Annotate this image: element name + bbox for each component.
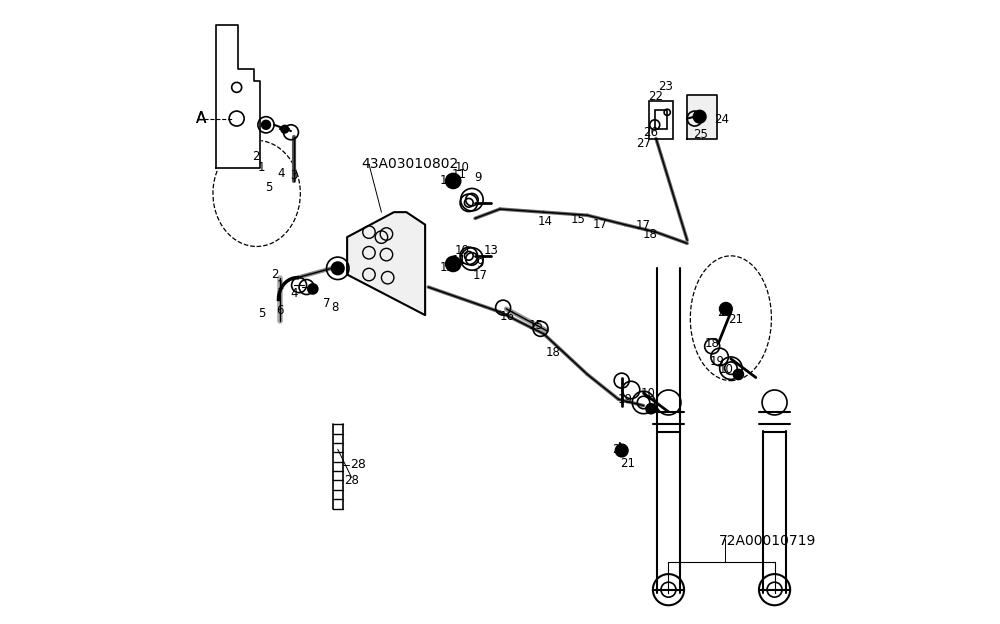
Polygon shape <box>216 25 260 168</box>
Text: 9: 9 <box>476 257 484 270</box>
Text: 10: 10 <box>455 161 470 173</box>
Text: 24: 24 <box>714 114 729 126</box>
Text: 20: 20 <box>612 443 627 456</box>
Text: 10: 10 <box>641 387 656 399</box>
Bar <box>655 110 667 129</box>
Text: 13: 13 <box>483 245 498 257</box>
Text: 18: 18 <box>546 346 560 359</box>
Text: 4: 4 <box>290 287 298 300</box>
Text: 27: 27 <box>636 137 651 150</box>
Circle shape <box>615 444 628 457</box>
Text: 10: 10 <box>718 363 733 376</box>
Polygon shape <box>347 212 425 315</box>
Text: A: A <box>195 111 206 126</box>
Text: 11: 11 <box>452 168 467 181</box>
Text: 19: 19 <box>617 393 632 406</box>
Text: 8: 8 <box>331 301 338 313</box>
Text: 4: 4 <box>278 167 285 180</box>
Circle shape <box>720 303 732 315</box>
Text: 17: 17 <box>473 270 488 282</box>
Text: 1: 1 <box>277 279 284 291</box>
Text: 28: 28 <box>350 459 366 471</box>
Text: 1: 1 <box>258 161 265 173</box>
Circle shape <box>446 256 461 271</box>
Circle shape <box>733 369 743 379</box>
Circle shape <box>693 110 706 123</box>
Text: 20: 20 <box>717 306 732 318</box>
Text: 9: 9 <box>474 172 482 184</box>
Circle shape <box>646 404 656 414</box>
Text: 17: 17 <box>636 220 651 232</box>
Circle shape <box>308 284 318 294</box>
Text: 14: 14 <box>537 215 552 228</box>
Text: 17: 17 <box>592 218 607 231</box>
Circle shape <box>446 173 461 188</box>
Text: 18: 18 <box>705 337 720 349</box>
Text: 7: 7 <box>323 298 330 310</box>
Text: 43A03010802: 43A03010802 <box>361 157 459 171</box>
Text: 72A00010719: 72A00010719 <box>718 534 816 548</box>
Text: 6: 6 <box>277 304 284 316</box>
Text: 21: 21 <box>620 457 635 469</box>
Text: A: A <box>195 111 206 126</box>
Text: 11: 11 <box>452 254 467 266</box>
Circle shape <box>281 125 288 133</box>
Text: 12: 12 <box>439 261 454 273</box>
Text: 21: 21 <box>728 313 743 326</box>
Circle shape <box>262 120 270 129</box>
Text: 15: 15 <box>571 213 585 226</box>
Text: 18: 18 <box>642 228 657 240</box>
Text: 2: 2 <box>272 268 279 281</box>
Text: 22: 22 <box>648 90 664 103</box>
Bar <box>649 101 673 139</box>
Text: 3: 3 <box>290 170 298 182</box>
Text: 26: 26 <box>644 126 659 139</box>
Text: 12: 12 <box>439 175 454 187</box>
Circle shape <box>332 262 344 275</box>
Text: 25: 25 <box>693 128 708 140</box>
Text: 2: 2 <box>252 150 259 162</box>
Polygon shape <box>687 95 717 139</box>
Text: 10: 10 <box>455 245 470 257</box>
Text: 28: 28 <box>344 474 359 487</box>
Text: 19: 19 <box>710 356 725 368</box>
Text: 23: 23 <box>658 80 673 92</box>
Text: 5: 5 <box>258 308 265 320</box>
Text: 16: 16 <box>500 311 515 323</box>
Text: 5: 5 <box>265 181 273 193</box>
Text: 15: 15 <box>529 319 544 332</box>
